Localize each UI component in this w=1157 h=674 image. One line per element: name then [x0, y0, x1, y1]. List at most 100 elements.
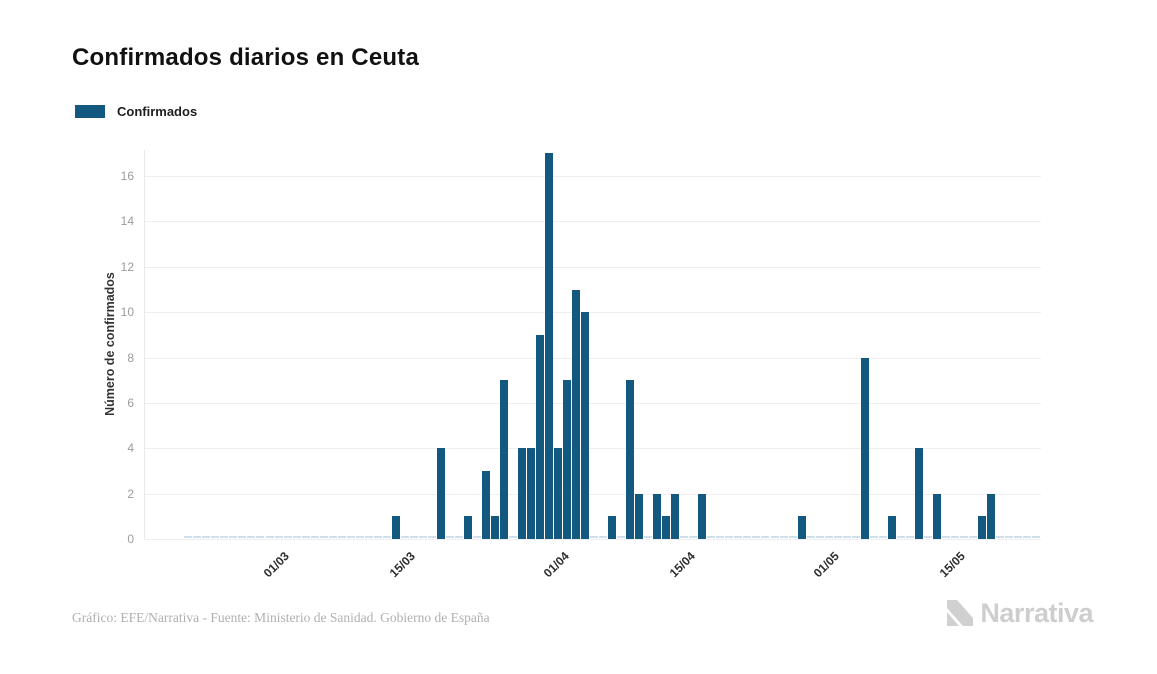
- legend-item-confirmados[interactable]: Confirmados: [75, 104, 197, 119]
- bar[interactable]: [932, 493, 941, 539]
- bar[interactable]: [436, 448, 445, 539]
- bar[interactable]: [427, 535, 436, 538]
- bar[interactable]: [554, 448, 563, 539]
- bar[interactable]: [806, 535, 815, 538]
- bar[interactable]: [887, 516, 896, 539]
- bar[interactable]: [572, 289, 581, 539]
- bar[interactable]: [617, 535, 626, 538]
- y-tick-label: 16: [120, 169, 134, 184]
- bar[interactable]: [671, 493, 680, 539]
- bar[interactable]: [590, 535, 599, 538]
- bar[interactable]: [220, 535, 229, 538]
- bar[interactable]: [707, 535, 716, 538]
- bar[interactable]: [400, 535, 409, 538]
- bar[interactable]: [292, 535, 301, 538]
- bar[interactable]: [734, 535, 743, 538]
- bar[interactable]: [319, 535, 328, 538]
- bar[interactable]: [779, 535, 788, 538]
- bar[interactable]: [950, 535, 959, 538]
- bar[interactable]: [851, 535, 860, 538]
- bar[interactable]: [662, 516, 671, 539]
- bar[interactable]: [518, 448, 527, 539]
- bar[interactable]: [716, 535, 725, 538]
- bar[interactable]: [301, 535, 310, 538]
- bar[interactable]: [472, 535, 481, 538]
- bar[interactable]: [382, 535, 391, 538]
- bar[interactable]: [761, 535, 770, 538]
- bar[interactable]: [418, 535, 427, 538]
- bar[interactable]: [968, 535, 977, 538]
- bar[interactable]: [860, 357, 869, 539]
- bar[interactable]: [833, 535, 842, 538]
- bar[interactable]: [238, 535, 247, 538]
- bar[interactable]: [743, 535, 752, 538]
- bar[interactable]: [563, 380, 572, 539]
- bar[interactable]: [599, 535, 608, 538]
- bar[interactable]: [355, 535, 364, 538]
- bar[interactable]: [608, 516, 617, 539]
- bar[interactable]: [193, 535, 202, 538]
- bar[interactable]: [346, 535, 355, 538]
- bar[interactable]: [653, 493, 662, 539]
- bar[interactable]: [481, 471, 490, 539]
- bar[interactable]: [364, 535, 373, 538]
- bar[interactable]: [337, 535, 346, 538]
- bar[interactable]: [878, 535, 887, 538]
- bar[interactable]: [797, 516, 806, 539]
- bar[interactable]: [454, 535, 463, 538]
- bar[interactable]: [328, 535, 337, 538]
- bar[interactable]: [959, 535, 968, 538]
- bar[interactable]: [283, 535, 292, 538]
- bar[interactable]: [211, 535, 220, 538]
- bar[interactable]: [391, 516, 400, 539]
- bar[interactable]: [770, 535, 779, 538]
- bar[interactable]: [581, 312, 590, 539]
- bar[interactable]: [635, 493, 644, 539]
- bar[interactable]: [626, 380, 635, 539]
- bar[interactable]: [977, 516, 986, 539]
- bar[interactable]: [527, 448, 536, 539]
- bar[interactable]: [869, 535, 878, 538]
- bar[interactable]: [274, 535, 283, 538]
- bar[interactable]: [499, 380, 508, 539]
- bar[interactable]: [680, 535, 689, 538]
- bar[interactable]: [815, 535, 824, 538]
- x-tick-label: 01/05: [810, 549, 842, 581]
- bar[interactable]: [265, 535, 274, 538]
- bar[interactable]: [725, 535, 734, 538]
- bar[interactable]: [463, 516, 472, 539]
- bar[interactable]: [536, 334, 545, 539]
- bar[interactable]: [689, 535, 698, 538]
- bar[interactable]: [247, 535, 256, 538]
- bar[interactable]: [256, 535, 265, 538]
- y-tick-label: 2: [127, 486, 134, 501]
- bar[interactable]: [508, 535, 517, 538]
- bar[interactable]: [1004, 535, 1013, 538]
- bar[interactable]: [824, 535, 833, 538]
- bar[interactable]: [310, 535, 319, 538]
- bar[interactable]: [1032, 535, 1041, 538]
- bar[interactable]: [896, 535, 905, 538]
- bar[interactable]: [752, 535, 761, 538]
- bar[interactable]: [698, 493, 707, 539]
- bar[interactable]: [184, 535, 193, 538]
- bar[interactable]: [409, 535, 418, 538]
- bar[interactable]: [986, 493, 995, 539]
- bar[interactable]: [1023, 535, 1032, 538]
- bar[interactable]: [202, 535, 211, 538]
- bar[interactable]: [905, 535, 914, 538]
- bar[interactable]: [545, 153, 554, 539]
- bar[interactable]: [923, 535, 932, 538]
- bar[interactable]: [842, 535, 851, 538]
- bar[interactable]: [1013, 535, 1022, 538]
- bar[interactable]: [914, 448, 923, 539]
- bar[interactable]: [941, 535, 950, 538]
- bar[interactable]: [995, 535, 1004, 538]
- bar[interactable]: [373, 535, 382, 538]
- bar[interactable]: [490, 516, 499, 539]
- bar[interactable]: [445, 535, 454, 538]
- bar[interactable]: [644, 535, 653, 538]
- bar[interactable]: [229, 535, 238, 538]
- bar[interactable]: [788, 535, 797, 538]
